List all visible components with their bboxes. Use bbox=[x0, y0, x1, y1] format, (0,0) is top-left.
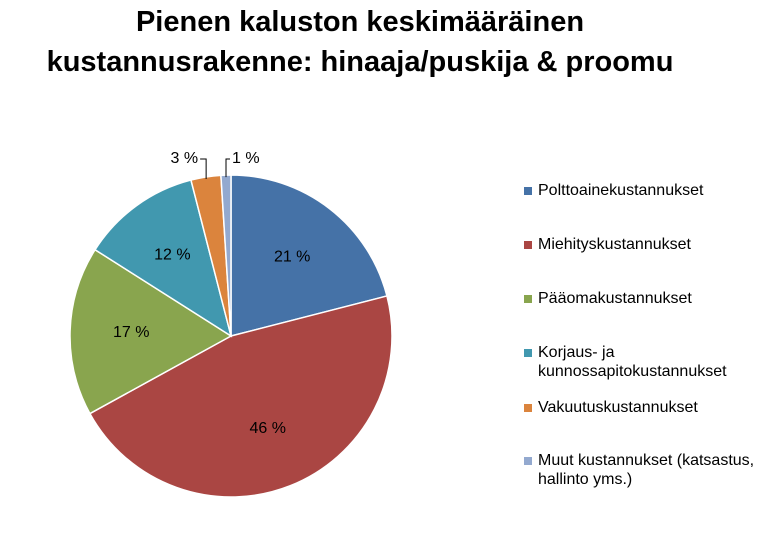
legend-item: Pääomakustannukset bbox=[524, 289, 774, 308]
pie-slice bbox=[230, 174, 388, 337]
legend-item: Miehityskustannukset bbox=[524, 235, 774, 254]
legend-label: Pääomakustannukset bbox=[538, 290, 692, 307]
legend-swatch bbox=[524, 404, 532, 412]
legend-swatch bbox=[524, 295, 532, 303]
data-label: 21 % bbox=[274, 248, 310, 265]
legend-label: Vakuutuskustannukset bbox=[538, 399, 698, 416]
legend-swatch bbox=[524, 187, 532, 195]
data-label: 1 % bbox=[232, 150, 260, 167]
data-label: 46 % bbox=[250, 420, 286, 437]
pie-slice bbox=[69, 248, 233, 415]
legend-item: Vakuutuskustannukset bbox=[524, 398, 774, 417]
legend-label: Korjaus- ja kunnossapitokustannukset bbox=[538, 344, 727, 380]
legend-item: Muut kustannukset (katsastus, hallinto y… bbox=[524, 451, 774, 489]
chart-title: Pienen kaluston keskimääräinen kustannus… bbox=[46, 6, 674, 78]
legend-swatch bbox=[524, 349, 532, 357]
legend-label: Muut kustannukset (katsastus, hallinto y… bbox=[538, 452, 755, 488]
legend-label: Polttoainekustannukset bbox=[538, 182, 704, 199]
legend-item: Korjaus- ja kunnossapitokustannukset bbox=[524, 343, 774, 381]
legend-swatch bbox=[524, 457, 532, 465]
legend-swatch bbox=[524, 241, 532, 249]
data-label: 3 % bbox=[171, 150, 199, 167]
data-label: 12 % bbox=[154, 246, 190, 263]
pie-slice bbox=[94, 179, 233, 338]
pie-slice bbox=[88, 295, 393, 498]
leader-line bbox=[200, 158, 207, 179]
legend-item: Polttoainekustannukset bbox=[524, 181, 774, 200]
data-label: 17 % bbox=[113, 324, 149, 341]
leader-line bbox=[225, 158, 231, 178]
legend-label: Miehityskustannukset bbox=[538, 236, 691, 253]
